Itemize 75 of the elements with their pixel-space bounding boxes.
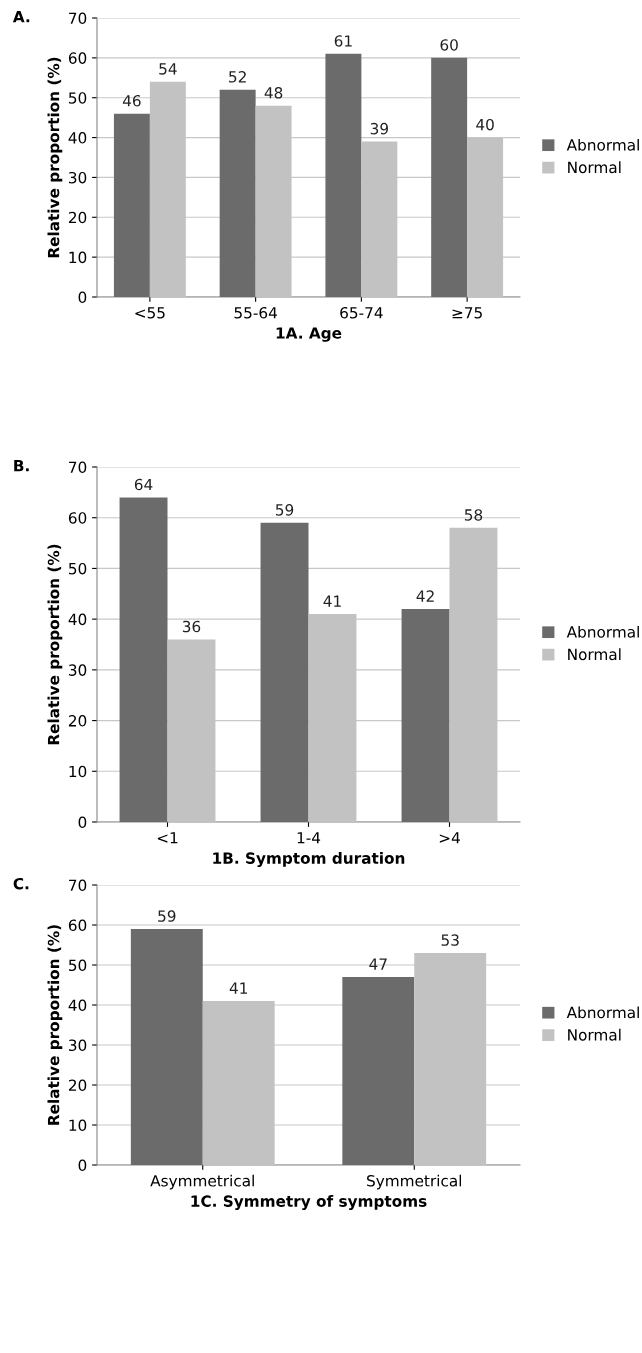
chart-title: B.: [14, 460, 29, 472]
legend-label: Normal: [568, 1028, 621, 1041]
y-tick-label: 20: [68, 211, 87, 224]
y-tick-label: 70: [69, 12, 87, 25]
chart-title: A.: [12, 11, 30, 23]
y-tick-label: 20: [68, 715, 87, 727]
y-tick-label: 50: [69, 562, 87, 575]
data-label: 46: [122, 94, 141, 107]
bar: [130, 929, 203, 1165]
legend-label: Abnormal: [566, 138, 639, 151]
data-label: 41: [323, 595, 341, 607]
legend-label: Abnormal: [566, 625, 639, 638]
y-tick-label: 30: [69, 664, 87, 676]
legend-label: Normal: [568, 161, 621, 174]
x-tick-label: Asymmetrical: [150, 1174, 254, 1190]
data-label: 47: [369, 958, 387, 970]
y-tick-label: 60: [68, 52, 87, 64]
bar: [431, 57, 468, 297]
y-tick-label: 40: [68, 613, 87, 626]
data-label: 59: [158, 910, 176, 922]
y-tick-label: 10: [69, 251, 87, 264]
bar: [325, 53, 362, 297]
x-tick-label: 65-74: [340, 306, 383, 319]
bar: [401, 609, 450, 822]
y-tick-label: 60: [68, 919, 87, 932]
x-tick-label: ≥75: [452, 307, 482, 319]
bar: [113, 113, 150, 297]
y-axis-title: Relative proportion (%): [47, 57, 63, 258]
y-tick-label: 0: [78, 1159, 87, 1172]
y-axis-title: Relative proportion (%): [47, 544, 63, 745]
x-axis-title: 1B. Symptom duration: [213, 852, 405, 867]
data-label: 41: [229, 982, 248, 994]
data-label: 36: [182, 620, 201, 633]
data-label: 61: [334, 35, 352, 47]
y-tick-label: 30: [69, 1039, 87, 1052]
data-label: 58: [464, 509, 483, 521]
y-tick-label: 60: [68, 512, 87, 524]
x-tick-label: 55-64: [234, 306, 277, 319]
x-axis-title: 1A. Age: [276, 327, 342, 342]
bar: [219, 89, 256, 297]
x-tick-label: Symmetrical: [367, 1174, 462, 1190]
data-label: 54: [159, 63, 177, 75]
y-tick-label: 50: [69, 92, 87, 104]
bar: [119, 497, 168, 822]
data-label: 48: [264, 87, 283, 99]
y-tick-label: 10: [69, 1119, 87, 1132]
y-tick-label: 50: [69, 959, 87, 972]
y-axis-title: Relative proportion (%): [47, 925, 63, 1125]
y-tick-label: 30: [69, 171, 87, 184]
x-tick-label: 1-4: [297, 832, 321, 844]
data-label: 64: [134, 478, 153, 491]
y-tick-label: 10: [69, 765, 87, 778]
data-label: 40: [476, 118, 494, 131]
y-tick-label: 70: [69, 879, 87, 892]
y-tick-label: 40: [68, 132, 87, 144]
y-tick-label: 40: [68, 999, 87, 1012]
chart-title: C.: [13, 877, 29, 890]
bar: [342, 977, 415, 1165]
legend-label: Normal: [568, 648, 621, 661]
y-tick-label: 0: [78, 291, 87, 304]
data-label: 59: [275, 504, 294, 516]
x-axis-title: 1C. Symmetry of symptoms: [191, 1195, 427, 1210]
x-tick-label: >4: [439, 832, 460, 844]
data-label: 39: [370, 122, 388, 135]
y-tick-label: 70: [69, 461, 87, 474]
data-label: 53: [441, 934, 459, 946]
y-tick-label: 20: [68, 1079, 87, 1092]
x-tick-label: <1: [157, 832, 178, 844]
y-tick-label: 0: [78, 816, 87, 829]
data-label: 52: [229, 71, 246, 83]
data-label: 42: [416, 590, 434, 602]
legend-label: Abnormal: [566, 1006, 639, 1019]
bar: [260, 522, 309, 822]
x-tick-label: <55: [135, 307, 165, 319]
data-label: 60: [440, 39, 458, 51]
